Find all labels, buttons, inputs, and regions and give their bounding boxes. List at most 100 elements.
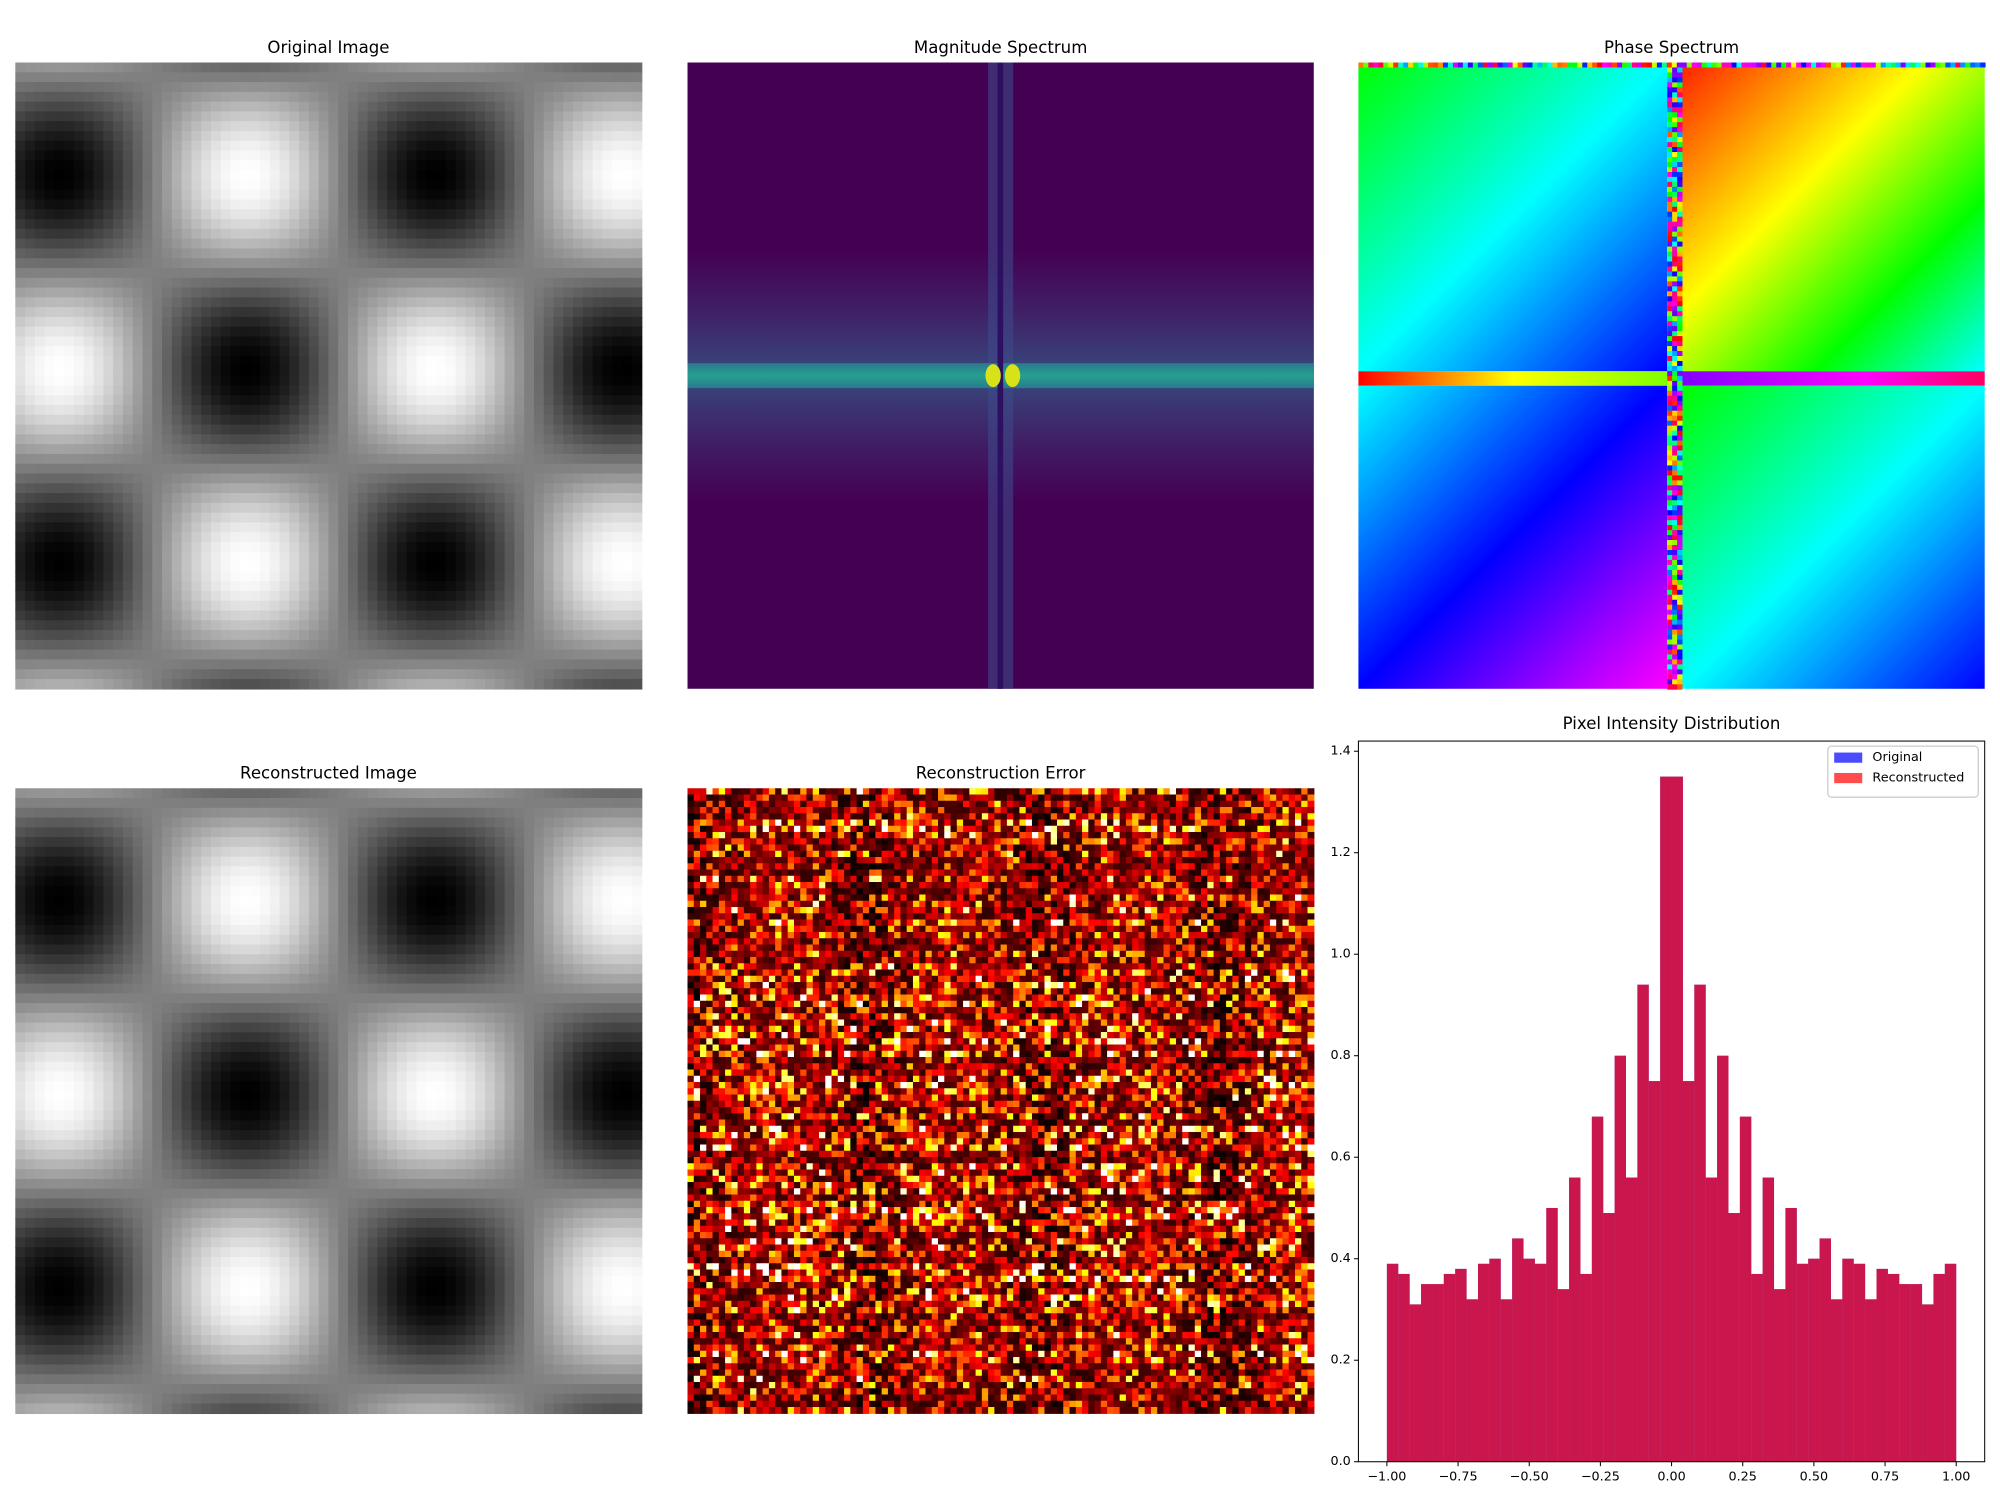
pixel	[1940, 63, 1945, 68]
pixel	[162, 268, 173, 279]
pixel	[514, 385, 525, 396]
pixel	[182, 170, 193, 181]
pixel	[270, 571, 281, 582]
pixel	[612, 219, 623, 230]
pixel	[426, 278, 437, 289]
pixel	[436, 679, 447, 690]
pixel	[348, 317, 359, 328]
pixel	[612, 640, 623, 651]
pixel	[15, 72, 26, 83]
pixel	[632, 327, 643, 338]
pixel	[231, 209, 242, 220]
pixel	[593, 346, 604, 357]
pixel	[221, 659, 232, 670]
pixel	[446, 336, 457, 347]
pixel	[172, 395, 183, 406]
pixel	[465, 483, 476, 494]
pixel	[74, 601, 85, 612]
pixel	[84, 552, 95, 563]
pixel	[407, 288, 418, 299]
pixel	[1672, 301, 1677, 306]
pixel	[338, 209, 349, 220]
pixel	[250, 434, 261, 445]
pixel	[593, 288, 604, 299]
pixel	[201, 659, 212, 670]
pixel	[465, 121, 476, 132]
pixel	[475, 278, 486, 289]
pixel	[465, 356, 476, 367]
pixel	[1667, 590, 1672, 595]
pixel	[123, 522, 134, 533]
pixel	[583, 366, 594, 377]
pixel	[1667, 446, 1672, 451]
pixel	[407, 679, 418, 690]
pixel	[407, 102, 418, 113]
pixel	[563, 571, 574, 582]
pixel	[54, 601, 65, 612]
pixel	[583, 532, 594, 543]
pixel	[602, 121, 613, 132]
pixel	[407, 571, 418, 582]
pixel	[25, 405, 36, 416]
pixel	[524, 503, 535, 514]
pixel	[162, 473, 173, 484]
pixel	[15, 346, 26, 357]
pixel	[289, 239, 300, 250]
pixel	[25, 1374, 36, 1385]
pixel	[602, 385, 613, 396]
pixel	[113, 493, 124, 504]
pixel	[1667, 257, 1672, 262]
pixel	[1672, 679, 1677, 684]
pixel	[35, 837, 46, 848]
pixel	[103, 493, 114, 504]
pixel	[426, 72, 437, 83]
pixel	[524, 679, 535, 690]
pixel	[417, 288, 428, 299]
pixel	[240, 532, 251, 543]
pixel	[456, 307, 467, 318]
pixel	[514, 630, 525, 641]
pixel	[417, 532, 428, 543]
pixel	[397, 151, 408, 162]
pixel	[417, 454, 428, 465]
pixel	[103, 63, 114, 74]
pixel	[632, 258, 643, 269]
pixel	[407, 190, 418, 201]
pixel	[299, 454, 310, 465]
pixel	[15, 562, 26, 573]
pixel	[123, 258, 134, 269]
pixel	[514, 63, 525, 74]
pixel	[407, 307, 418, 318]
pixel	[319, 180, 330, 191]
pixel	[593, 180, 604, 191]
pixel	[201, 356, 212, 367]
pixel	[240, 650, 251, 661]
pixel	[250, 92, 261, 103]
pixel	[387, 679, 398, 690]
pixel	[84, 229, 95, 240]
pixel	[103, 542, 114, 553]
pixel	[74, 532, 85, 543]
pixel	[495, 268, 506, 279]
pixel	[270, 111, 281, 122]
pixel	[1597, 63, 1602, 68]
pixel	[436, 209, 447, 220]
pixel	[1667, 296, 1672, 301]
pixel	[211, 454, 222, 465]
pixel	[446, 434, 457, 445]
pixel	[456, 454, 467, 465]
pixel	[143, 82, 154, 93]
pixel	[289, 503, 300, 514]
pixel	[250, 650, 261, 661]
pixel	[250, 444, 261, 455]
pixel	[45, 356, 56, 367]
pixel	[534, 650, 545, 661]
pixel	[143, 268, 154, 279]
pixel	[231, 190, 242, 201]
pixel	[15, 659, 26, 670]
pixel	[64, 415, 75, 426]
pixel	[1513, 63, 1518, 68]
pixel	[495, 160, 506, 171]
pixel	[1672, 366, 1677, 371]
